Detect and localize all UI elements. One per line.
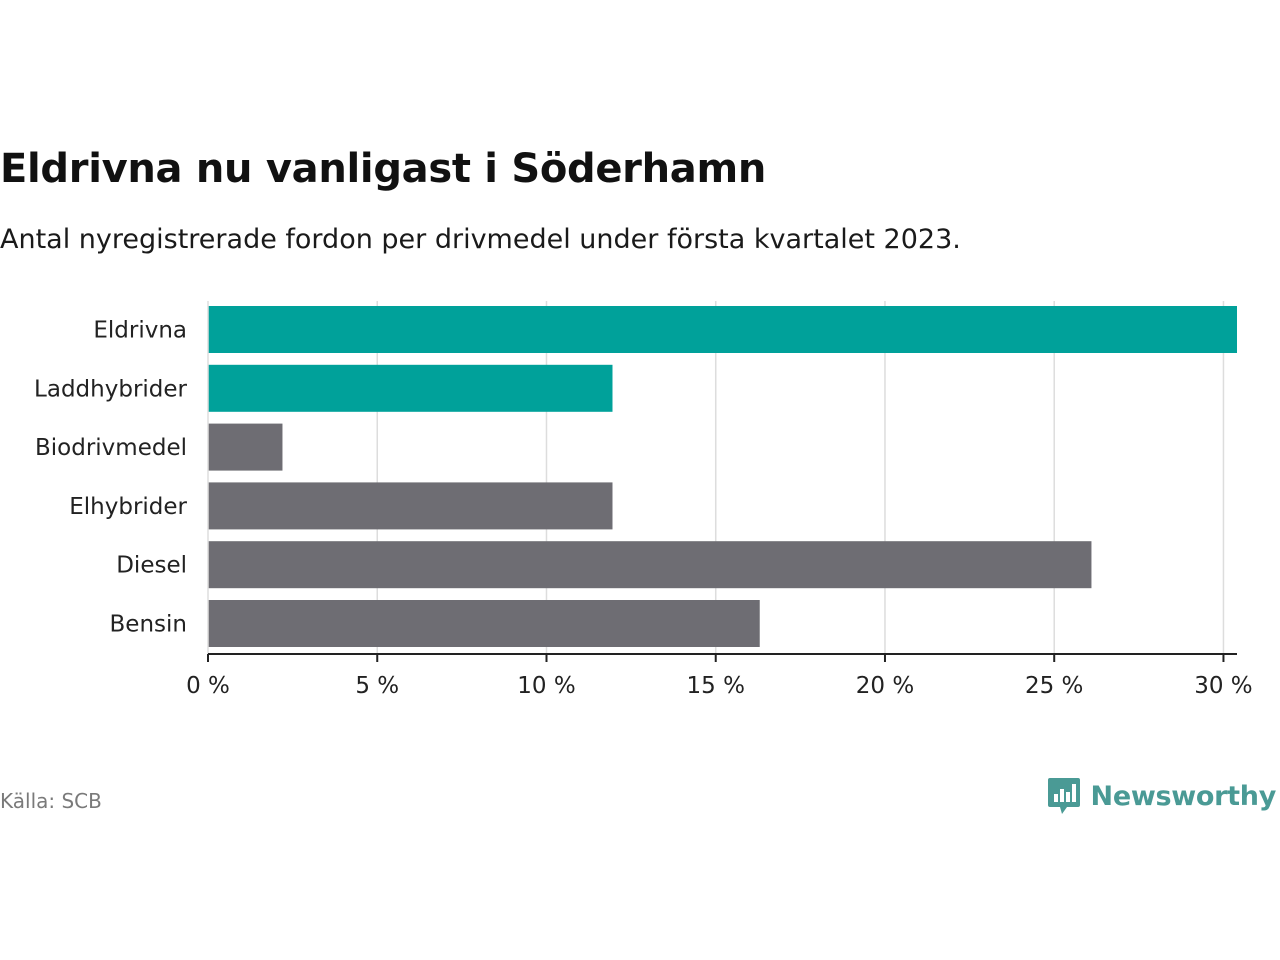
- category-label: Diesel: [116, 553, 187, 579]
- newsworthy-logo-icon: [1047, 778, 1080, 814]
- x-tick-label: 30 %: [1194, 673, 1252, 699]
- x-tick-label: 20 %: [856, 673, 914, 699]
- bar-chart: Eldrivna Laddhybrider Biodrivmedel Elhybrid…: [34, 301, 1253, 699]
- chart-subtitle: Antal nyregistrerade fordon per drivmede…: [0, 224, 961, 255]
- category-label: Laddhybrider: [34, 376, 187, 402]
- brand: Newsworthy: [1047, 776, 1276, 816]
- x-tick-label: 25 %: [1025, 673, 1083, 699]
- x-tick-label: 10 %: [517, 673, 575, 699]
- bar: [208, 306, 1237, 353]
- category-label: Biodrivmedel: [35, 435, 187, 461]
- bar: [208, 423, 283, 471]
- category-label: Elhybrider: [69, 494, 187, 520]
- bar: [208, 541, 1092, 589]
- bar: [208, 600, 760, 647]
- source-note: Källa: SCB: [0, 789, 102, 813]
- category-label: Eldrivna: [93, 318, 187, 344]
- x-tick-label: 15 %: [687, 673, 745, 699]
- bar: [208, 364, 613, 412]
- x-tick-label: 0 %: [186, 673, 230, 699]
- category-label: Bensin: [110, 612, 187, 638]
- bar: [208, 482, 613, 530]
- x-tick-label: 5 %: [355, 673, 399, 699]
- chart-title: Eldrivna nu vanligast i Söderhamn: [0, 146, 767, 192]
- brand-name: Newsworthy: [1090, 780, 1277, 812]
